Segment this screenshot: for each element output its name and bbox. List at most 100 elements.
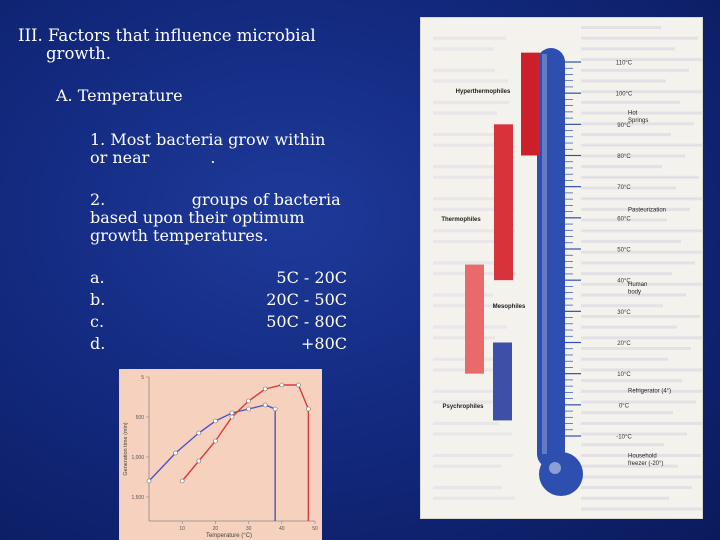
- point1-line1: 1. Most bacteria grow within: [90, 130, 326, 149]
- scale-label: 30°C: [617, 310, 631, 316]
- data-point: [213, 438, 218, 444]
- microbe-group-bar: [494, 124, 513, 281]
- background-text-line: [433, 261, 504, 265]
- point1-line2: or near .: [90, 148, 216, 167]
- data-point: [296, 382, 301, 388]
- data-point: [262, 402, 268, 408]
- background-text-line: [581, 304, 663, 308]
- background-text-line: [581, 143, 702, 147]
- background-text-line: [581, 347, 691, 350]
- background-text-line: [581, 240, 681, 243]
- background-text-line: [581, 400, 696, 404]
- background-text-line: [581, 411, 673, 415]
- background-text-line: [581, 443, 664, 447]
- microbe-group-label: Hyperthermophiles: [456, 89, 511, 95]
- list-item-range: 5C - 20C: [276, 268, 347, 287]
- y-tick-label: 1,000: [131, 455, 144, 461]
- background-text-line: [581, 26, 661, 29]
- scale-label: 60°C: [617, 216, 631, 222]
- background-text-lines: [433, 26, 702, 511]
- background-text-line: [433, 486, 502, 490]
- growth-rate-graph: 5 500 1,000 1,500 10 20 30 40 50 Temperature (°C…: [119, 369, 322, 540]
- microbe-group-label: Thermophiles: [441, 217, 481, 223]
- scale-label: 70°C: [617, 185, 631, 191]
- list-item-label: b.: [90, 290, 106, 309]
- background-text-line: [433, 464, 501, 468]
- background-text-line: [433, 133, 498, 136]
- temperature-annotation: Refrigerator (4°): [628, 388, 671, 394]
- section-heading: A. Temperature: [56, 86, 183, 105]
- background-text-line: [581, 464, 678, 468]
- background-text-line: [581, 454, 701, 457]
- background-text-line: [433, 47, 494, 51]
- background-text-line: [581, 314, 700, 318]
- data-point: [146, 478, 152, 484]
- data-point: [279, 382, 285, 388]
- series-line: [181, 384, 310, 521]
- background-text-line: [581, 47, 675, 51]
- background-text-line: [433, 400, 498, 404]
- background-text-line: [581, 486, 692, 490]
- background-text-line: [433, 357, 496, 361]
- background-text-line: [581, 282, 702, 286]
- list-item-range: +80C: [300, 334, 347, 353]
- background-text-line: [433, 293, 493, 297]
- scale-label: 100°C: [616, 92, 633, 98]
- list-item-label: c.: [90, 312, 105, 331]
- scale-label: 40°C: [617, 279, 631, 285]
- data-point: [306, 406, 311, 412]
- background-text-line: [433, 336, 495, 340]
- scale-label: 20°C: [617, 341, 631, 347]
- thermometer-tube: [537, 48, 565, 468]
- background-text-line: [433, 454, 513, 457]
- background-text-line: [581, 357, 668, 361]
- background-text-line: [581, 90, 702, 94]
- list-item-label: a.: [90, 268, 105, 287]
- temperature-annotation: Pasteurization: [628, 208, 666, 214]
- slide-text-area: III. Factors that influence microbial gr…: [0, 0, 420, 380]
- background-text-line: [581, 175, 699, 179]
- slide-title-line1: III. Factors that influence microbial: [18, 26, 316, 45]
- graph-x-axis-label: Temperature (°C): [206, 533, 252, 539]
- scale-label: 10°C: [617, 372, 631, 378]
- background-text-line: [581, 122, 694, 126]
- microbe-group-bar: [493, 342, 512, 421]
- thermometer-svg: 110°C 100°C 90°C 80°C 70°C 60°C 50°C 40°C 30°C 20…: [433, 26, 702, 511]
- background-text-line: [581, 421, 702, 425]
- microbe-group-bars: Hyperthermophiles Thermophiles Mesophiles P…: [441, 52, 540, 421]
- data-point: [229, 414, 235, 420]
- background-text-line: [433, 36, 506, 40]
- background-text-line: [581, 389, 702, 393]
- background-text-line: [581, 197, 702, 201]
- data-point: [196, 458, 202, 464]
- temperature-scale: 110°C 100°C 90°C 80°C 70°C 60°C 50°C 40°C 30°C 20…: [565, 61, 633, 441]
- slide-title-line2: growth.: [46, 44, 112, 63]
- scale-label: 80°C: [617, 154, 631, 160]
- list-item-range: 20C - 50C: [266, 290, 347, 309]
- data-point: [179, 478, 185, 484]
- background-text-line: [581, 79, 666, 83]
- temperature-annotation: Household freezer (-20°): [628, 453, 663, 467]
- background-text-line: [581, 379, 682, 383]
- graph-svg: 5 500 1,000 1,500 10 20 30 40 50 Temperature (°C…: [123, 375, 318, 539]
- background-text-line: [581, 229, 702, 233]
- scale-label: 110°C: [616, 61, 633, 67]
- scale-label: -10°C: [616, 435, 632, 441]
- point2-line2: based upon their optimum: [90, 208, 305, 227]
- background-text-line: [581, 133, 671, 136]
- background-text-line: [433, 111, 497, 115]
- graph-series: [146, 382, 311, 521]
- background-text-line: [433, 79, 508, 83]
- temperature-annotations: Hot Springs Pasteurization Human body Refrige…: [628, 111, 671, 467]
- background-text-line: [581, 336, 702, 340]
- graph-y-axis-label: Generation time (min): [123, 422, 129, 475]
- background-text-line: [433, 240, 503, 243]
- background-text-line: [581, 250, 702, 254]
- data-point: [196, 430, 202, 436]
- background-text-line: [581, 165, 662, 169]
- background-text-line: [581, 58, 702, 62]
- background-text-line: [581, 100, 680, 104]
- microbe-group-label: Mesophiles: [493, 304, 526, 310]
- background-text-line: [433, 165, 512, 169]
- bulb-highlight: [549, 462, 561, 474]
